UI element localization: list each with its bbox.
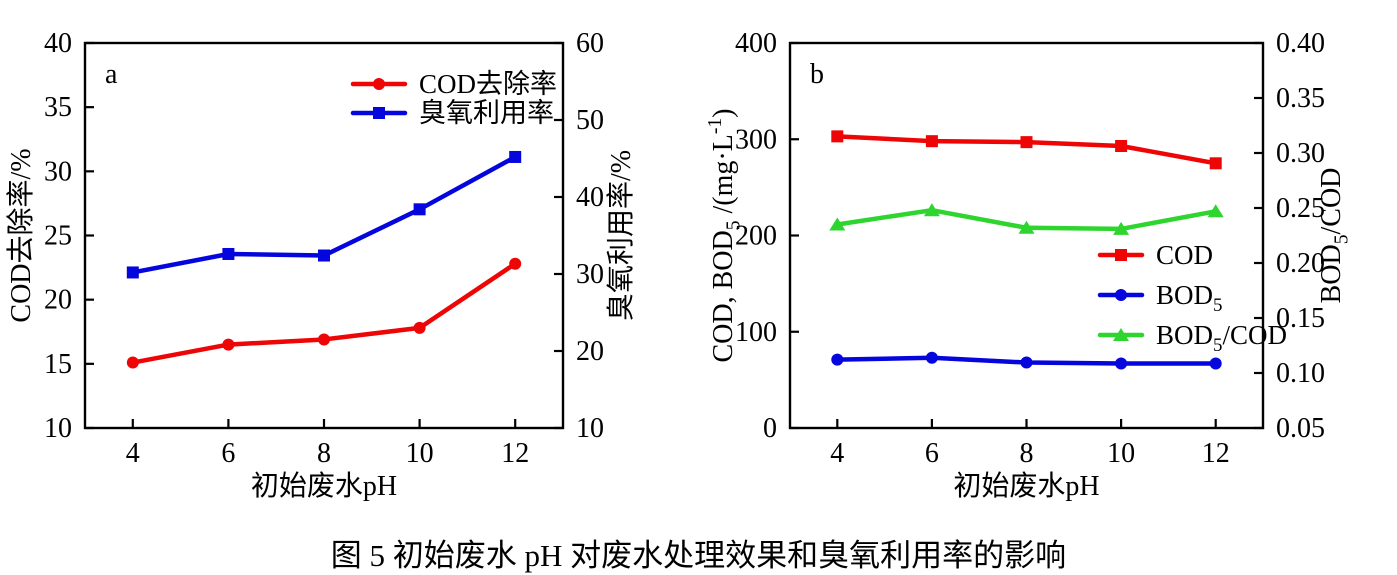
- right-tick-label: 0.35: [1276, 83, 1325, 114]
- panel-label: b: [810, 59, 824, 90]
- left-tick-label: 200: [735, 221, 777, 252]
- series-bod-5-cod: [829, 203, 1224, 235]
- right-tick-label: 0.30: [1276, 138, 1325, 169]
- x-tick-label: 10: [1107, 438, 1135, 469]
- right-tick-label: 0.05: [1276, 413, 1325, 444]
- left-tick-label: 20: [44, 285, 72, 316]
- right-axis: 0.05 0.10 0.15 0.20 0.25 0.30 0.35 0.40: [1254, 28, 1325, 444]
- legend-label: 臭氧利用率: [419, 98, 554, 128]
- x-tick-label: 6: [925, 438, 939, 469]
- x-axis: 4 6 8 10 12: [126, 419, 529, 469]
- legend-label: BOD5/COD: [1156, 320, 1287, 356]
- x-tick-label: 12: [1202, 438, 1230, 469]
- right-axis-title: BOD5/COD: [1316, 168, 1352, 304]
- chart-b-cod-bod5-ratio: 0 100 200 300 400 0.05 0.10 0.15 0.20 0.25 0.30 0.3…: [700, 0, 1397, 520]
- x-tick-label: 4: [126, 438, 140, 469]
- left-axis-title: COD, BOD5 /(mg·L-1): [705, 109, 744, 363]
- left-tick-label: 15: [44, 349, 72, 380]
- left-tick-label: 10: [44, 413, 72, 444]
- left-axis: 10 15 20 25 30 35 40: [44, 28, 94, 444]
- right-tick-label: 0.40: [1276, 28, 1325, 59]
- left-tick-label: 400: [735, 28, 777, 59]
- right-tick-label: 20: [576, 336, 604, 367]
- legend-label: COD去除率: [419, 69, 557, 99]
- x-tick-label: 10: [406, 438, 434, 469]
- x-tick-label: 4: [830, 438, 844, 469]
- x-tick-label: 8: [317, 438, 331, 469]
- series--: [126, 150, 522, 279]
- left-axis-title: COD去除率/%: [5, 148, 37, 322]
- series-bod-5-: [831, 351, 1222, 370]
- right-tick-label: 0.20: [1276, 248, 1325, 279]
- charts-row: 10 15 20 25 30 35 40 10 20 30 40 50 60 4 6 8 10 12 初始废水pH C…: [0, 0, 1397, 520]
- right-tick-label: 30: [576, 259, 604, 290]
- left-tick-label: 30: [44, 156, 72, 187]
- left-tick-label: 35: [44, 92, 72, 123]
- panel-label: a: [105, 59, 118, 90]
- right-tick-label: 50: [576, 105, 604, 136]
- left-tick-label: 25: [44, 221, 72, 252]
- right-tick-label: 10: [576, 413, 604, 444]
- right-tick-label: 60: [576, 28, 604, 59]
- right-tick-label: 0.10: [1276, 358, 1325, 389]
- x-axis: 4 6 8 10 12: [830, 419, 1230, 469]
- x-tick-label: 8: [1020, 438, 1034, 469]
- legend-label: COD: [1156, 240, 1213, 270]
- left-axis: 0 100 200 300 400: [735, 28, 799, 444]
- right-axis-title: 臭氧利用率/%: [605, 150, 637, 321]
- x-axis-title: 初始废水pH: [251, 470, 397, 502]
- legend-label: BOD5: [1156, 280, 1222, 316]
- right-tick-label: 0.25: [1276, 193, 1325, 224]
- left-tick-label: 0: [763, 413, 777, 444]
- legend: COD BOD5 BOD5/COD: [1097, 240, 1287, 356]
- x-tick-label: 12: [501, 438, 529, 469]
- x-tick-label: 6: [221, 438, 235, 469]
- left-tick-label: 40: [44, 28, 72, 59]
- figure-caption: 图 5 初始废水 pH 对废水处理效果和臭氧利用率的影响: [330, 538, 1067, 573]
- right-axis: 10 20 30 40 50 60: [554, 28, 604, 444]
- left-tick-label: 300: [735, 124, 777, 155]
- right-tick-label: 40: [576, 182, 604, 213]
- plot-frame: [788, 41, 1265, 430]
- chart-a-cod-removal-ozone-utilization: 10 15 20 25 30 35 40 10 20 30 40 50 60 4 6 8 10 12 初始废水pH C…: [0, 0, 700, 520]
- right-tick-label: 0.15: [1276, 303, 1325, 334]
- x-axis-title: 初始废水pH: [953, 470, 1099, 502]
- series-cod-: [126, 257, 522, 369]
- left-tick-label: 100: [735, 317, 777, 348]
- series-cod: [831, 130, 1222, 170]
